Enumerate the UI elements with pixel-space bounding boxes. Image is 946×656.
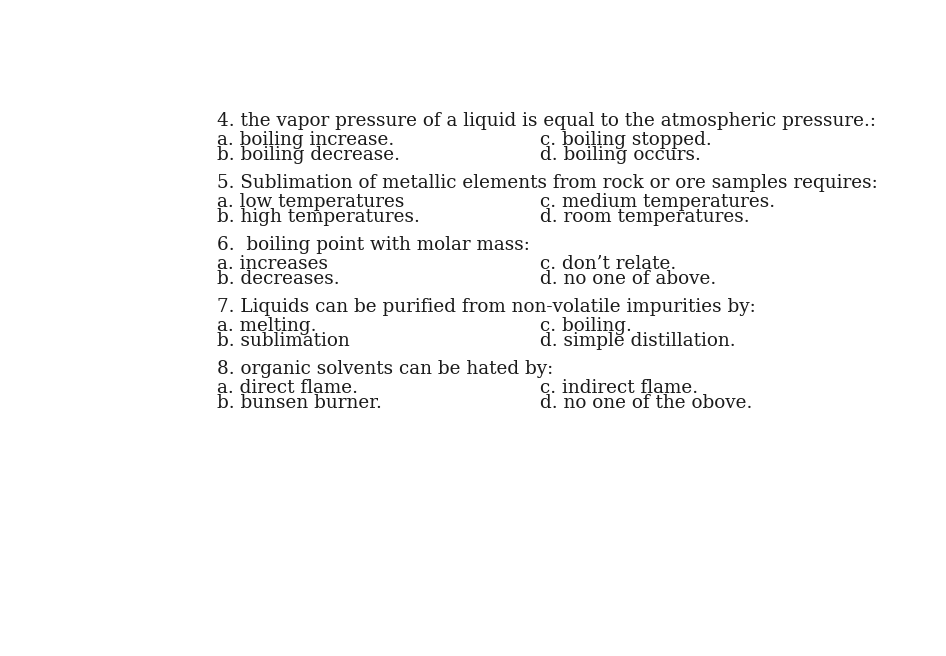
- Text: c. boiling stopped.: c. boiling stopped.: [540, 131, 711, 149]
- Text: d. simple distillation.: d. simple distillation.: [540, 333, 735, 350]
- Text: c. medium temperatures.: c. medium temperatures.: [540, 193, 775, 211]
- Text: c. boiling.: c. boiling.: [540, 317, 632, 335]
- Text: b. sublimation: b. sublimation: [218, 333, 350, 350]
- Text: a. melting.: a. melting.: [218, 317, 317, 335]
- Text: d. no one of the obove.: d. no one of the obove.: [540, 394, 752, 413]
- Text: 6.  boiling point with molar mass:: 6. boiling point with molar mass:: [218, 236, 530, 254]
- Text: d. boiling occurs.: d. boiling occurs.: [540, 146, 701, 164]
- Text: a. low temperatures: a. low temperatures: [218, 193, 405, 211]
- Text: 4. the vapor pressure of a liquid is equal to the atmospheric pressure.:: 4. the vapor pressure of a liquid is equ…: [218, 112, 876, 129]
- Text: b. bunsen burner.: b. bunsen burner.: [218, 394, 382, 413]
- Text: c. indirect flame.: c. indirect flame.: [540, 379, 698, 398]
- Text: 8. organic solvents can be hated by:: 8. organic solvents can be hated by:: [218, 360, 553, 378]
- Text: d. room temperatures.: d. room temperatures.: [540, 208, 749, 226]
- Text: b. decreases.: b. decreases.: [218, 270, 340, 288]
- Text: a. increases: a. increases: [218, 255, 328, 273]
- Text: a. boiling increase.: a. boiling increase.: [218, 131, 394, 149]
- Text: 5. Sublimation of metallic elements from rock or ore samples requires:: 5. Sublimation of metallic elements from…: [218, 174, 878, 192]
- Text: 7. Liquids can be purified from non-volatile impurities by:: 7. Liquids can be purified from non-vola…: [218, 298, 756, 316]
- Text: d. no one of above.: d. no one of above.: [540, 270, 716, 288]
- Text: b. boiling decrease.: b. boiling decrease.: [218, 146, 400, 164]
- Text: b. high temperatures.: b. high temperatures.: [218, 208, 420, 226]
- Text: c. don’t relate.: c. don’t relate.: [540, 255, 676, 273]
- Text: a. direct flame.: a. direct flame.: [218, 379, 359, 398]
